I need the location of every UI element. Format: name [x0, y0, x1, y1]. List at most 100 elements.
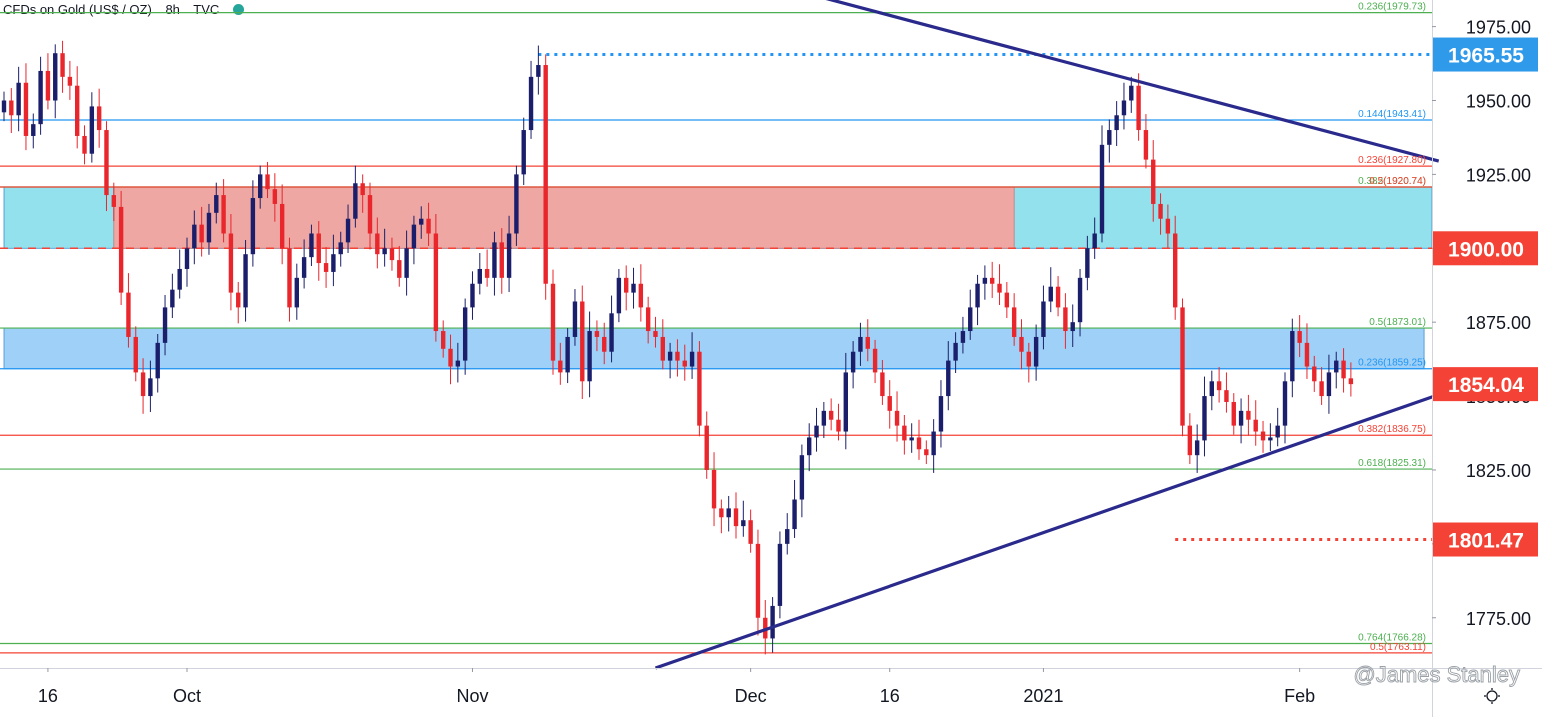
candle-body: [1319, 381, 1324, 397]
ascending-support: [654, 393, 1440, 670]
candle-body: [748, 520, 753, 544]
candle-body: [470, 283, 475, 308]
candle-body: [177, 268, 182, 290]
y-tick-label: 1950.00: [1466, 91, 1531, 111]
y-tick-label: 1775.00: [1466, 609, 1531, 629]
candle-body: [528, 76, 534, 131]
price-tag-label: 1854.04: [1448, 374, 1524, 397]
candle-body: [1158, 203, 1163, 219]
candle-body: [960, 331, 966, 343]
candle-body: [609, 313, 614, 352]
candle-body: [433, 233, 439, 332]
candle-body: [38, 70, 43, 125]
candle-body: [214, 195, 219, 213]
candle-body: [272, 189, 278, 204]
candle-body: [170, 289, 175, 308]
candle-body: [236, 292, 241, 308]
candle-body: [1312, 366, 1317, 382]
candle-body: [572, 301, 578, 337]
candle-body: [375, 233, 380, 255]
candle-body: [287, 248, 292, 308]
candle-body: [1107, 130, 1112, 145]
candle-body: [492, 242, 497, 278]
candle-body: [1260, 431, 1266, 441]
candle-body: [916, 437, 922, 450]
fib-label: 0.144(1943.41): [1358, 109, 1426, 120]
candle-body: [75, 85, 80, 136]
candle-body: [1326, 372, 1332, 397]
candle-body: [118, 206, 124, 293]
candle-body: [309, 233, 314, 258]
x-tick-label: Oct: [173, 686, 201, 706]
candle-body: [1231, 401, 1236, 426]
price-tag-label: 1965.55: [1448, 45, 1524, 68]
candle-body: [1348, 378, 1354, 385]
symbol-label: CFDs on Gold (US$ / OZ): [3, 2, 152, 17]
candle-body: [602, 336, 607, 352]
candle-body: [675, 351, 680, 361]
candle-body: [799, 455, 805, 500]
candle-body: [338, 242, 343, 255]
candle-body: [697, 351, 702, 426]
trendlines-layer: [654, 0, 1440, 670]
candle-body: [9, 100, 14, 116]
candle-body: [536, 65, 541, 77]
fib-label: 0.382(1920.74): [1358, 176, 1426, 187]
fib-label: 0.5(1920.74): [1369, 176, 1426, 187]
price-tag: [1433, 37, 1538, 72]
candle-body: [982, 277, 988, 284]
chart-header: CFDs on Gold (US$ / OZ) 8h TVC: [3, 2, 254, 17]
candle-body: [67, 76, 73, 86]
candle-body: [484, 268, 490, 278]
candle-body: [543, 65, 548, 284]
candle-body: [872, 348, 878, 373]
candle-body: [353, 183, 358, 219]
candle-body: [865, 336, 870, 349]
candle-body: [514, 174, 519, 234]
candle-body: [645, 307, 651, 332]
candle-body: [792, 499, 797, 530]
candle-body: [1238, 410, 1244, 426]
candle-body: [133, 336, 138, 373]
candle-body: [367, 195, 373, 234]
candle-body: [294, 277, 299, 308]
candle-body: [1224, 390, 1229, 402]
candle-body: [1334, 360, 1339, 373]
interval-label[interactable]: 8h: [165, 2, 180, 17]
candle-body: [968, 307, 973, 332]
candle-body: [858, 336, 863, 352]
candle-body: [733, 508, 739, 527]
candle-body: [140, 372, 146, 397]
price-tag: [1433, 367, 1538, 402]
candle-body: [836, 419, 841, 432]
candle-body: [997, 283, 1002, 293]
candle-body: [1209, 381, 1214, 397]
y-tick-label: 1925.00: [1466, 165, 1531, 185]
candle-body: [902, 425, 907, 441]
candle-body: [682, 360, 687, 367]
candle-body: [631, 283, 636, 293]
candle-body: [265, 174, 270, 190]
candle-body: [770, 605, 775, 639]
candle-body: [755, 543, 761, 618]
candle-body: [711, 469, 717, 509]
candle-body: [1165, 218, 1171, 234]
price-tags-layer: 1965.55 1900.00 1854.04 1801.47: [1433, 37, 1538, 557]
candle-body: [887, 396, 892, 411]
candle-body: [660, 336, 665, 361]
fib-label: 0.618(1825.31): [1358, 458, 1426, 469]
zones-layer: [3, 186, 1433, 370]
gear-icon[interactable]: [1484, 688, 1500, 704]
candle-body: [726, 508, 731, 518]
candle-body: [689, 351, 695, 367]
candle-body: [1077, 277, 1083, 323]
candle-body: [448, 348, 453, 367]
price-tag: [1433, 522, 1538, 557]
candle-body: [1341, 360, 1346, 379]
candle-body: [587, 331, 592, 382]
candle-body: [60, 53, 65, 77]
fib-label: 0.236(1859.25): [1358, 358, 1426, 369]
candle-body: [1275, 425, 1280, 438]
candle-body: [1092, 233, 1097, 249]
